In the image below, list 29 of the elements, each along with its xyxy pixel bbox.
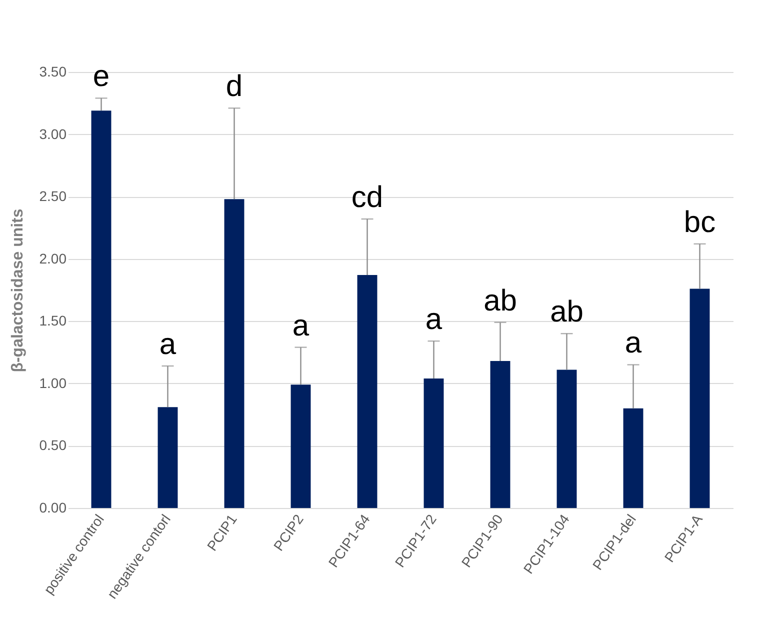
annotation: cd xyxy=(351,180,384,214)
annotation: a xyxy=(624,326,642,360)
annotation: d xyxy=(226,70,243,104)
y-tick-label: 0.00 xyxy=(39,500,67,516)
y-tick-label: 1.50 xyxy=(39,312,67,329)
annotation: e xyxy=(92,60,110,94)
bar xyxy=(91,110,112,508)
annotation: a xyxy=(292,309,310,342)
bar xyxy=(357,275,378,508)
bar xyxy=(424,378,444,508)
annotation: a xyxy=(159,328,176,361)
annotation: ab xyxy=(550,296,584,329)
bar xyxy=(290,384,311,508)
bar xyxy=(623,408,644,508)
y-tick-label: 3.00 xyxy=(39,126,67,142)
y-tick-label: 3.50 xyxy=(39,64,67,80)
bar xyxy=(224,199,244,508)
y-tick-label: 2.50 xyxy=(39,188,67,204)
annotation: bc xyxy=(684,206,716,239)
y-tick-label: 0.50 xyxy=(39,437,67,454)
bar xyxy=(690,288,710,508)
bar xyxy=(490,361,510,508)
bar xyxy=(556,370,577,508)
bar xyxy=(158,407,178,508)
y-tick-label: 2.00 xyxy=(39,250,67,266)
annotation: ab xyxy=(484,284,517,318)
y-tick-label: 1.00 xyxy=(39,374,67,391)
y-axis-title: β-galactosidase units xyxy=(9,208,26,372)
annotation: a xyxy=(425,303,442,336)
